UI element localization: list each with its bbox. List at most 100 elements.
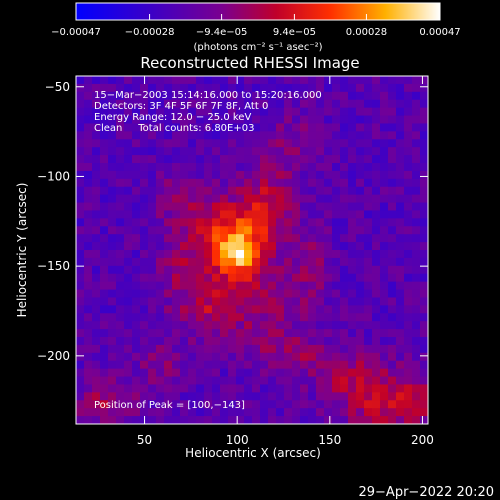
heatmap-cell: [332, 321, 341, 330]
heatmap-cell: [76, 416, 85, 425]
heatmap-cell: [404, 321, 413, 330]
heatmap-cell: [204, 186, 213, 196]
heatmap-cell: [380, 344, 389, 354]
heatmap-cell: [412, 344, 421, 354]
heatmap-cell: [260, 376, 269, 385]
heatmap-cell: [412, 202, 421, 211]
heatmap-cell: [236, 408, 245, 417]
heatmap-cell: [348, 210, 357, 219]
heatmap-cell: [124, 250, 133, 259]
heatmap-cell: [92, 202, 101, 211]
heatmap-cell: [284, 368, 293, 377]
heatmap-cell: [172, 329, 181, 338]
heatmap-cell: [332, 155, 341, 164]
heatmap-cell: [268, 384, 277, 393]
heatmap-cell: [116, 115, 125, 124]
heatmap-cell: [140, 273, 149, 283]
plot-frame: [75, 75, 429, 425]
heatmap-cell: [84, 210, 93, 219]
heatmap-cell: [204, 313, 213, 322]
heatmap-cell: [396, 360, 405, 370]
heatmap-cell: [324, 392, 333, 401]
heatmap-cell: [228, 321, 237, 330]
heatmap-cell: [220, 337, 229, 346]
heatmap-cell: [204, 226, 213, 235]
heatmap-cell: [324, 376, 333, 385]
heatmap-cell: [172, 416, 181, 425]
heatmap-cell: [260, 360, 269, 370]
heatmap-cell: [124, 99, 133, 109]
heatmap-cell: [300, 170, 309, 180]
heatmap-cell: [340, 83, 349, 93]
heatmap-cell: [396, 242, 405, 251]
heatmap-cell: [84, 202, 93, 211]
heatmap-cell: [148, 226, 157, 235]
heatmap-cell: [348, 83, 357, 93]
heatmap-cell: [300, 400, 309, 409]
heatmap-cell: [356, 210, 365, 219]
heatmap-cell: [332, 384, 341, 393]
heatmap-cell: [100, 83, 109, 93]
heatmap-cell: [308, 265, 317, 275]
heatmap-cell: [268, 123, 277, 132]
heatmap-cell: [364, 91, 373, 101]
heatmap-cell: [116, 91, 125, 101]
heatmap-cell: [404, 155, 413, 164]
heatmap-cell: [396, 123, 405, 132]
heatmap-cell: [396, 297, 405, 306]
heatmap-cell: [300, 194, 309, 203]
heatmap-cell: [396, 178, 405, 188]
heatmap-cell: [308, 83, 317, 93]
heatmap-cell: [212, 352, 221, 362]
heatmap-cell: [420, 321, 429, 330]
heatmap-cell: [188, 257, 197, 267]
heatmap-cell: [220, 131, 229, 140]
heatmap-cell: [220, 76, 229, 85]
heatmap-cell: [188, 178, 197, 188]
heatmap-cell: [140, 376, 149, 385]
heatmap-cell: [340, 297, 349, 306]
heatmap-cell: [316, 408, 325, 417]
heatmap-cell: [268, 352, 277, 362]
heatmap-cell: [140, 147, 149, 156]
heatmap-cell: [348, 242, 357, 251]
heatmap-cell: [108, 384, 117, 393]
heatmap-cell: [100, 226, 109, 235]
heatmap-cell: [324, 155, 333, 164]
heatmap-cell: [420, 344, 429, 354]
heatmap-cell: [396, 281, 405, 290]
heatmap-cell: [252, 408, 261, 417]
heatmap-cell: [372, 218, 381, 227]
heatmap-cell: [196, 321, 205, 330]
heatmap-cell: [252, 218, 261, 227]
heatmap-cell: [92, 400, 101, 409]
heatmap-cell: [100, 91, 109, 101]
heatmap-cell: [244, 329, 253, 338]
heatmap-cell: [292, 178, 301, 188]
heatmap-cell: [348, 313, 357, 322]
heatmap-cell: [132, 99, 141, 109]
heatmap-cell: [412, 329, 421, 338]
heatmap-cell: [220, 281, 229, 290]
heatmap-cell: [196, 76, 205, 85]
heatmap-cell: [204, 337, 213, 346]
heatmap-cell: [396, 147, 405, 156]
heatmap-cell: [172, 210, 181, 219]
heatmap-cell: [412, 131, 421, 140]
heatmap-cell: [276, 265, 285, 275]
heatmap-cell: [180, 139, 189, 148]
heatmap-cell: [172, 352, 181, 362]
heatmap-cell: [284, 194, 293, 203]
heatmap-cell: [180, 376, 189, 385]
heatmap-cell: [412, 163, 421, 172]
heatmap-cell: [116, 273, 125, 283]
heatmap-cell: [124, 234, 133, 243]
heatmap-cell: [196, 408, 205, 417]
heatmap-cell: [172, 305, 181, 314]
heatmap-cell: [148, 408, 157, 417]
heatmap-cell: [244, 83, 253, 93]
heatmap-cell: [156, 115, 165, 124]
heatmap-cell: [180, 273, 189, 283]
heatmap-cell: [172, 131, 181, 140]
heatmap-cell: [396, 289, 405, 298]
